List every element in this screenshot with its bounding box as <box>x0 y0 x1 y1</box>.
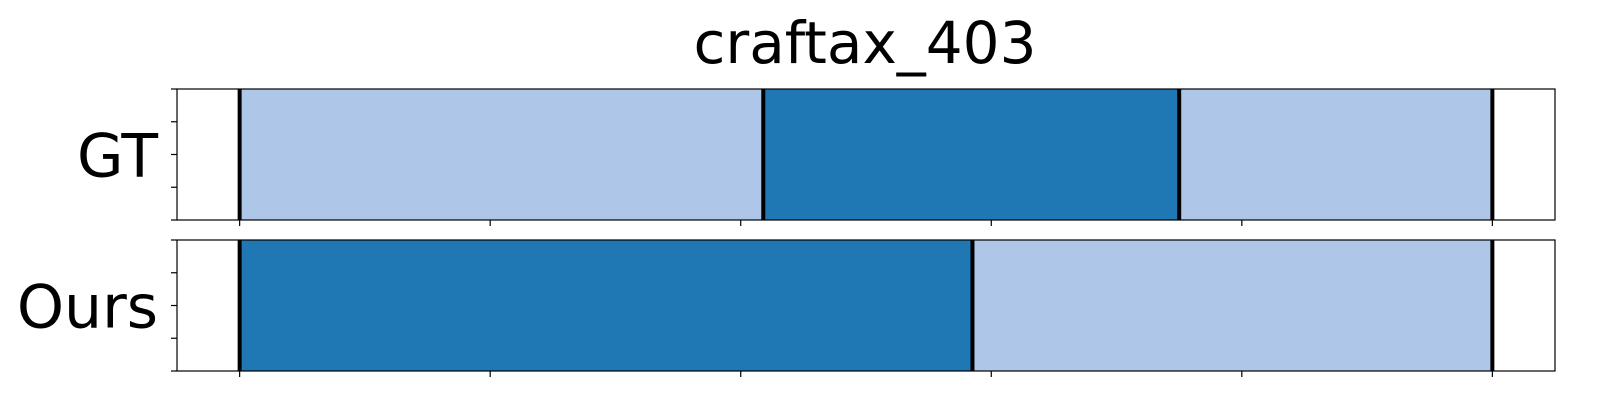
chart-title: craftax_403 <box>694 9 1037 77</box>
row-label-gt: GT <box>77 122 158 192</box>
segment-gt-0 <box>239 89 764 220</box>
segment-ours-0 <box>239 240 973 371</box>
panel-ours: Ours <box>17 239 1556 377</box>
segment-gt-2 <box>1179 89 1493 220</box>
panel-gt: GT <box>77 88 1556 226</box>
panels: GT Ours <box>17 88 1556 377</box>
segment-gt-1 <box>763 89 1180 220</box>
segment-ours-1 <box>972 240 1493 371</box>
row-label-ours: Ours <box>17 273 158 343</box>
